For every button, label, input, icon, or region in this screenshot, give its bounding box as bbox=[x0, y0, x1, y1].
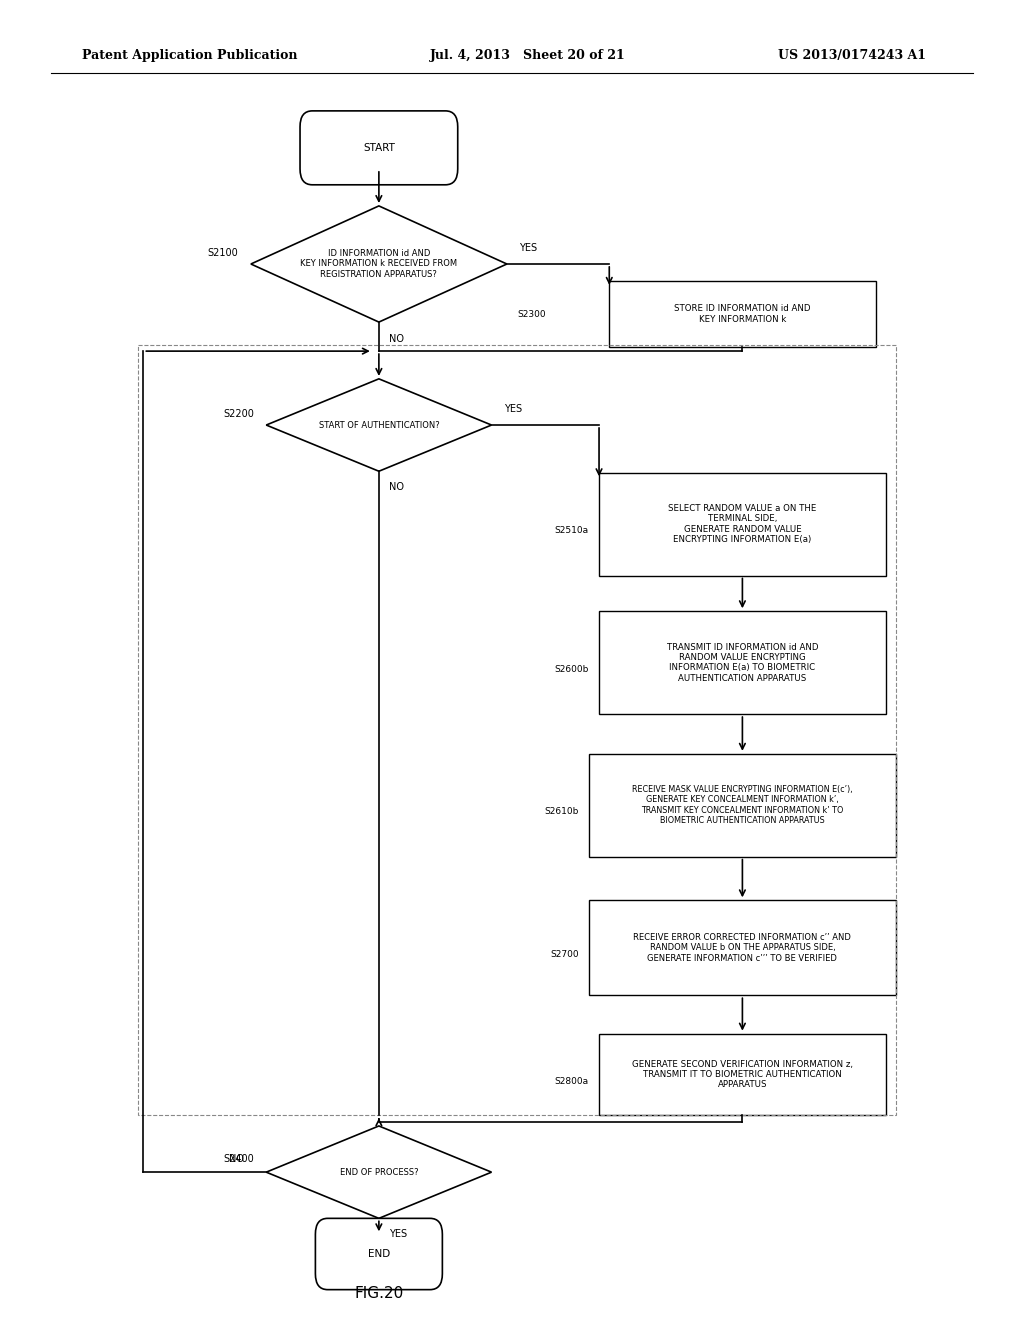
Text: START OF AUTHENTICATION?: START OF AUTHENTICATION? bbox=[318, 421, 439, 429]
Polygon shape bbox=[266, 1126, 492, 1218]
FancyBboxPatch shape bbox=[599, 611, 886, 714]
Text: S2610b: S2610b bbox=[544, 808, 579, 816]
Text: S2100: S2100 bbox=[208, 248, 239, 259]
Text: S2300: S2300 bbox=[517, 310, 546, 318]
Text: GENERATE SECOND VERIFICATION INFORMATION z,
TRANSMIT IT TO BIOMETRIC AUTHENTICAT: GENERATE SECOND VERIFICATION INFORMATION… bbox=[632, 1060, 853, 1089]
Text: STORE ID INFORMATION id AND
KEY INFORMATION k: STORE ID INFORMATION id AND KEY INFORMAT… bbox=[674, 305, 811, 323]
Text: S2510a: S2510a bbox=[555, 527, 589, 535]
Text: YES: YES bbox=[504, 404, 522, 414]
Text: NO: NO bbox=[389, 482, 404, 492]
Text: S2400: S2400 bbox=[223, 1154, 254, 1164]
FancyBboxPatch shape bbox=[589, 754, 896, 857]
Text: RECEIVE MASK VALUE ENCRYPTING INFORMATION E(c’),
GENERATE KEY CONCEALMENT INFORM: RECEIVE MASK VALUE ENCRYPTING INFORMATIO… bbox=[632, 785, 853, 825]
FancyBboxPatch shape bbox=[599, 473, 886, 576]
Text: S2800a: S2800a bbox=[555, 1077, 589, 1085]
Text: RECEIVE ERROR CORRECTED INFORMATION c’’ AND
RANDOM VALUE b ON THE APPARATUS SIDE: RECEIVE ERROR CORRECTED INFORMATION c’’ … bbox=[634, 933, 851, 962]
FancyBboxPatch shape bbox=[315, 1218, 442, 1290]
Text: NO: NO bbox=[228, 1154, 244, 1164]
Text: END: END bbox=[368, 1249, 390, 1259]
Text: YES: YES bbox=[389, 1229, 408, 1239]
Text: END OF PROCESS?: END OF PROCESS? bbox=[340, 1168, 418, 1176]
Polygon shape bbox=[266, 379, 492, 471]
FancyBboxPatch shape bbox=[599, 1034, 886, 1115]
Text: FIG.20: FIG.20 bbox=[354, 1286, 403, 1302]
Text: ID INFORMATION id AND
KEY INFORMATION k RECEIVED FROM
REGISTRATION APPARATUS?: ID INFORMATION id AND KEY INFORMATION k … bbox=[300, 249, 458, 279]
Text: S2700: S2700 bbox=[550, 950, 579, 958]
Text: START: START bbox=[362, 143, 395, 153]
Polygon shape bbox=[251, 206, 507, 322]
Text: YES: YES bbox=[519, 243, 538, 253]
Text: Patent Application Publication: Patent Application Publication bbox=[82, 49, 297, 62]
Text: TRANSMIT ID INFORMATION id AND
RANDOM VALUE ENCRYPTING
INFORMATION E(a) TO BIOME: TRANSMIT ID INFORMATION id AND RANDOM VA… bbox=[667, 643, 818, 682]
FancyBboxPatch shape bbox=[589, 900, 896, 995]
FancyBboxPatch shape bbox=[609, 281, 876, 347]
Text: SELECT RANDOM VALUE a ON THE
TERMINAL SIDE,
GENERATE RANDOM VALUE
ENCRYPTING INF: SELECT RANDOM VALUE a ON THE TERMINAL SI… bbox=[669, 504, 816, 544]
Text: US 2013/0174243 A1: US 2013/0174243 A1 bbox=[778, 49, 927, 62]
Text: S2200: S2200 bbox=[223, 409, 254, 420]
FancyBboxPatch shape bbox=[300, 111, 458, 185]
Text: S2600b: S2600b bbox=[554, 665, 589, 673]
Text: Jul. 4, 2013   Sheet 20 of 21: Jul. 4, 2013 Sheet 20 of 21 bbox=[430, 49, 626, 62]
Text: NO: NO bbox=[389, 334, 404, 345]
